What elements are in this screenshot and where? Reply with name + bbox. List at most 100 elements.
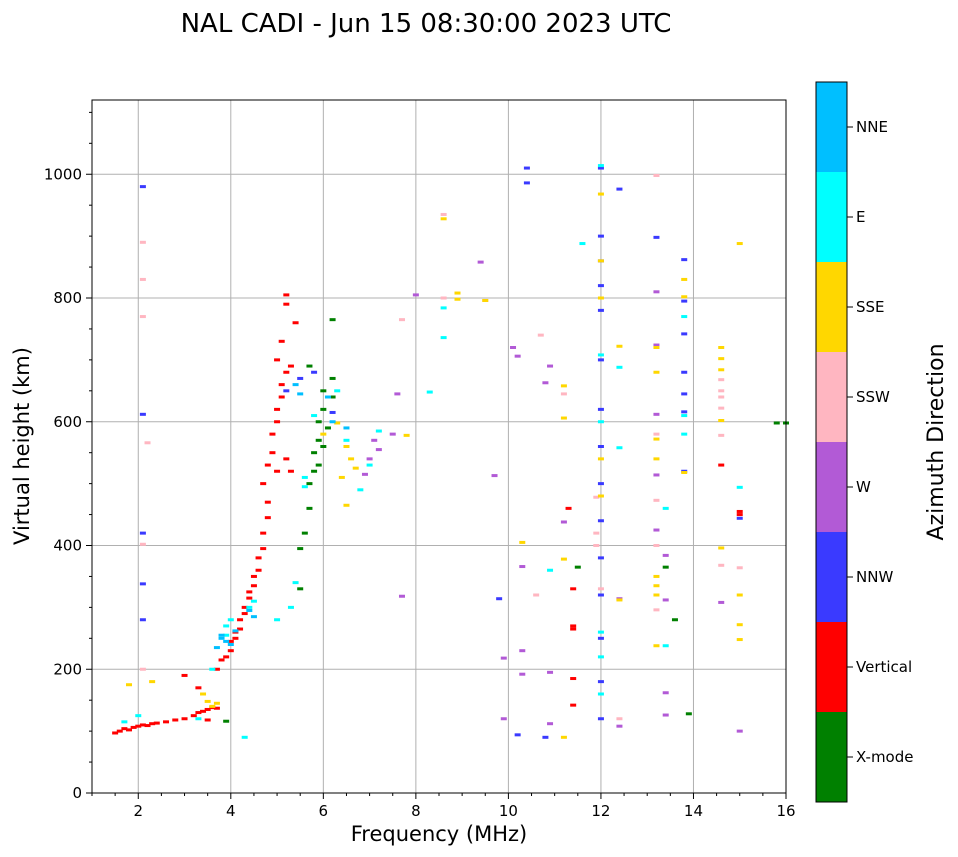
data-point-e bbox=[597, 655, 604, 659]
data-point-sse bbox=[126, 683, 133, 687]
data-point-sse bbox=[653, 346, 660, 349]
data-point-sse bbox=[718, 346, 725, 349]
data-point-w bbox=[398, 594, 405, 598]
data-point-vertical bbox=[260, 547, 267, 551]
data-point-vertical bbox=[181, 673, 188, 677]
data-point-w bbox=[375, 448, 382, 452]
data-point-w bbox=[519, 565, 526, 569]
data-point-w bbox=[514, 354, 521, 358]
data-point-vertical bbox=[204, 718, 211, 722]
data-point-sse bbox=[653, 457, 660, 461]
data-point-vertical bbox=[190, 714, 197, 718]
colorbar-label: W bbox=[856, 478, 871, 496]
x-tick-label: 10 bbox=[499, 802, 518, 820]
data-point-x-mode bbox=[662, 565, 669, 569]
data-point-nne bbox=[250, 615, 257, 619]
data-point-e bbox=[223, 624, 230, 628]
data-point-vertical bbox=[736, 513, 743, 517]
data-point-vertical bbox=[260, 482, 267, 486]
data-point-w bbox=[616, 724, 623, 728]
x-tick-label: 14 bbox=[684, 802, 703, 820]
data-point-ssw bbox=[653, 432, 660, 436]
data-point-vertical bbox=[241, 605, 248, 609]
data-point-x-mode bbox=[306, 482, 313, 486]
data-point-vertical bbox=[218, 658, 225, 662]
data-point-w bbox=[510, 346, 517, 349]
data-point-vertical bbox=[283, 370, 290, 374]
data-point-vertical bbox=[250, 574, 257, 578]
data-point-e bbox=[597, 692, 604, 696]
data-point-w bbox=[500, 717, 507, 721]
data-point-ssw bbox=[139, 667, 146, 671]
data-point-sse bbox=[320, 432, 327, 436]
data-point-nne bbox=[246, 608, 253, 612]
data-point-x-mode bbox=[315, 438, 322, 442]
data-point-sse bbox=[560, 557, 567, 561]
data-point-ssw bbox=[533, 593, 540, 597]
data-point-x-mode bbox=[315, 463, 322, 467]
data-point-ssw bbox=[560, 392, 567, 396]
data-point-ssw bbox=[398, 318, 405, 322]
data-point-vertical bbox=[135, 724, 142, 728]
data-point-nnw bbox=[597, 717, 604, 721]
colorbar-segment bbox=[816, 172, 847, 262]
data-point-sse bbox=[653, 370, 660, 374]
data-point-e bbox=[681, 315, 688, 319]
data-point-w bbox=[653, 473, 660, 477]
data-point-vertical bbox=[195, 686, 202, 690]
data-point-vertical bbox=[227, 639, 234, 643]
data-point-e bbox=[343, 438, 350, 442]
data-point-e bbox=[292, 581, 299, 585]
data-point-nnw bbox=[653, 235, 660, 239]
data-point-vertical bbox=[130, 725, 137, 729]
data-point-nnw bbox=[523, 181, 530, 185]
data-point-sse bbox=[209, 704, 216, 708]
data-point-ssw bbox=[653, 498, 660, 502]
data-point-vertical bbox=[213, 706, 220, 710]
data-point-x-mode bbox=[320, 389, 327, 393]
data-point-ssw bbox=[139, 315, 146, 319]
data-point-nnw bbox=[496, 597, 503, 601]
data-point-vertical bbox=[227, 649, 234, 653]
data-point-nnw bbox=[139, 618, 146, 622]
data-point-sse bbox=[597, 457, 604, 461]
data-point-vertical bbox=[213, 667, 220, 671]
data-point-vertical bbox=[570, 587, 577, 591]
data-point-vertical bbox=[149, 722, 156, 726]
data-points bbox=[112, 164, 789, 739]
data-point-nnw bbox=[681, 258, 688, 262]
axis-ticks: 2 4 6 8 10 12 14 16 0 200 400 600 800 1000 bbox=[44, 111, 796, 820]
data-point-nnw bbox=[542, 735, 549, 739]
colorbar: X-mode Vertical NNW W SSW SSE E NNE bbox=[815, 81, 913, 803]
data-point-vertical bbox=[274, 469, 281, 473]
data-point-vertical bbox=[264, 463, 271, 467]
data-point-w bbox=[662, 553, 669, 557]
data-point-ssw bbox=[593, 495, 600, 499]
data-point-e bbox=[311, 414, 318, 418]
colorbar-title: Azimuth Direction bbox=[924, 343, 949, 540]
data-point-nnw bbox=[597, 358, 604, 362]
data-point-ssw bbox=[139, 277, 146, 281]
data-point-vertical bbox=[126, 728, 133, 732]
data-point-sse bbox=[560, 735, 567, 739]
data-point-nnw bbox=[311, 370, 318, 374]
data-point-e bbox=[616, 365, 623, 369]
data-point-nnw bbox=[523, 166, 530, 170]
data-point-vertical bbox=[255, 556, 262, 560]
data-point-e bbox=[579, 242, 586, 246]
data-point-sse bbox=[718, 357, 725, 361]
data-point-e bbox=[662, 506, 669, 510]
data-point-sse bbox=[454, 297, 461, 301]
data-point-w bbox=[477, 260, 484, 264]
data-point-nne bbox=[218, 633, 225, 637]
colorbar-label: X-mode bbox=[856, 748, 913, 766]
data-point-vertical bbox=[283, 293, 290, 297]
data-point-e bbox=[440, 306, 447, 310]
data-point-w bbox=[500, 656, 507, 660]
data-point-sse bbox=[149, 680, 156, 684]
data-point-e bbox=[597, 630, 604, 634]
data-point-e bbox=[241, 735, 248, 739]
data-point-w bbox=[519, 649, 526, 653]
data-point-ssw bbox=[718, 433, 725, 437]
data-point-nnw bbox=[597, 556, 604, 560]
